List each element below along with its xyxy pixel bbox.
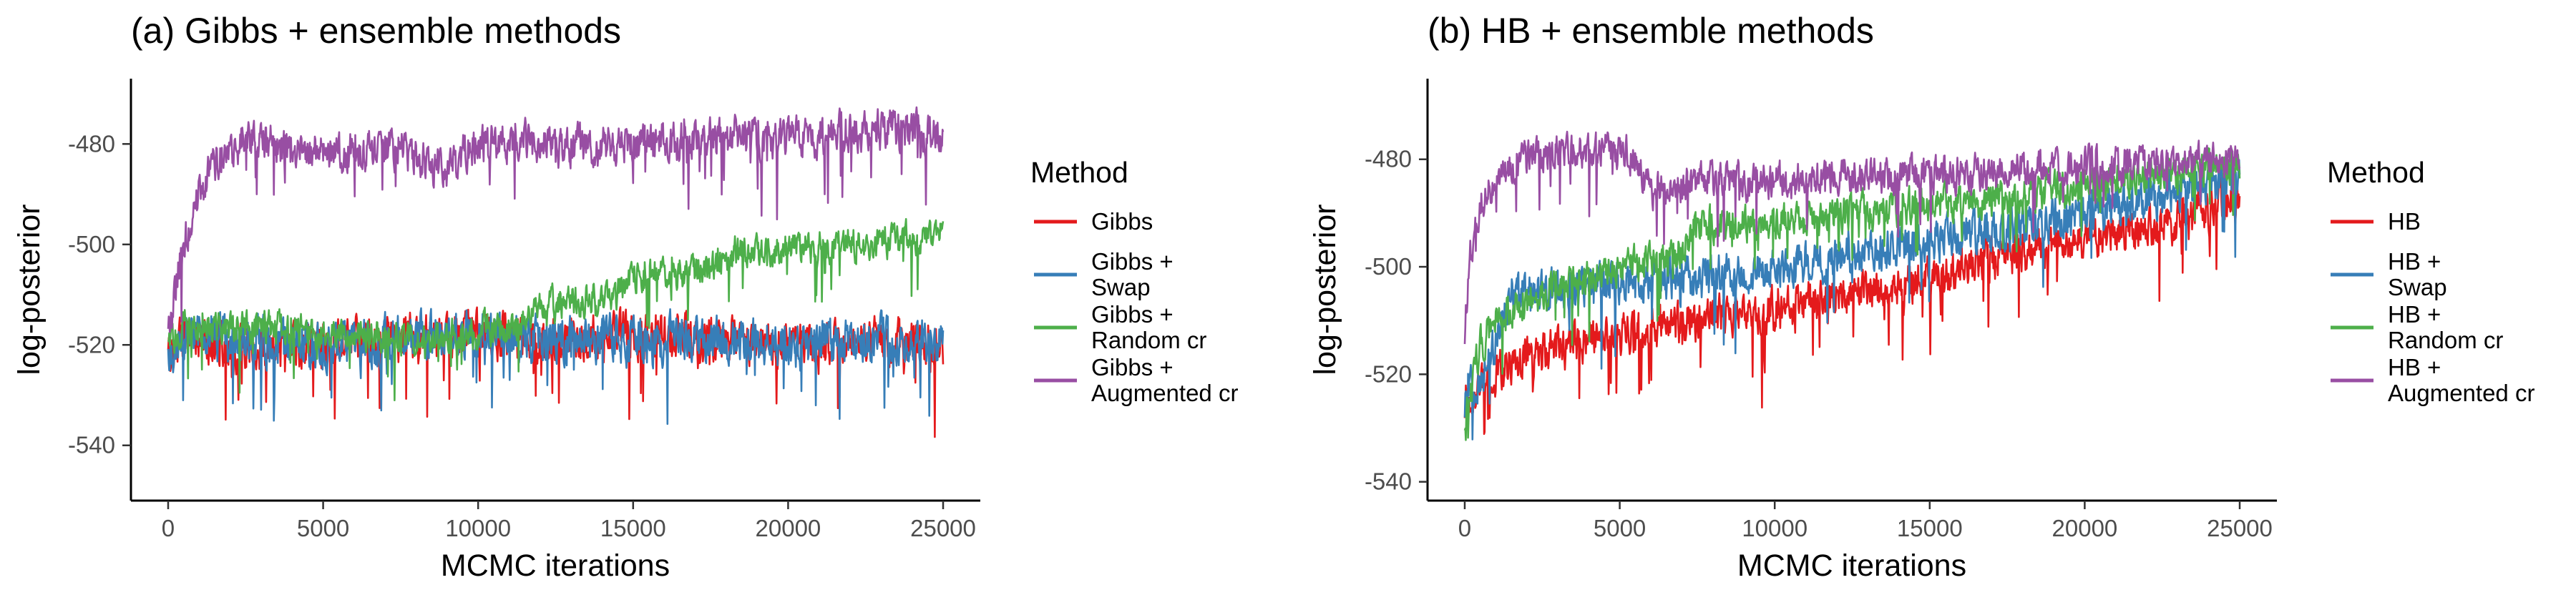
panel-b-y-tick-label: -480 <box>1365 146 1412 172</box>
panel-b-ticks: 0 5000 10000 15000 20000 25000 -540 -520 -500 -48… <box>1365 146 2273 541</box>
panel-b-y-tick-label: -540 <box>1365 468 1412 495</box>
panel-a-y-tick-label: -480 <box>68 130 115 157</box>
panel-a-series-line-3 <box>167 217 945 401</box>
panel-a-x-tick-label: 0 <box>162 515 175 541</box>
panel-b-y-title: log-posterior <box>1308 205 1342 375</box>
panel-b-x-title: MCMC iterations <box>1737 549 1966 583</box>
panel-b-series-line-2 <box>1463 159 2241 441</box>
panel-a-y-tick-label: -520 <box>68 331 115 358</box>
panel-a-lines <box>167 106 945 438</box>
panel-b-lines <box>1463 130 2241 441</box>
panel-a-x-tick-label: 10000 <box>445 515 511 541</box>
panel-a-legend-title: Method <box>1030 156 1128 189</box>
panel-a-legend-label-4: Gibbs + Augmented cr <box>1091 354 1238 406</box>
panel-b-series-line-1 <box>1463 177 2241 436</box>
panel-b-legend-label-3: HB + Random cr <box>2388 301 2503 353</box>
panel-a-x-title: MCMC iterations <box>441 549 670 583</box>
panel-b-x-tick-label: 20000 <box>2052 515 2118 541</box>
panel-a-y-tick-label: -540 <box>68 432 115 458</box>
panel-a-legend-label-3: Gibbs + Random cr <box>1091 301 1206 353</box>
panel-b: (b) HB + ensemble methods 0 5000 10000 1500… <box>1308 11 2534 583</box>
panel-a-title: (a) Gibbs + ensemble methods <box>131 11 621 51</box>
panel-a: (a) Gibbs + ensemble methods 0 5000 10000 1… <box>12 11 1238 583</box>
panel-b-legend-label-1: HB <box>2388 208 2421 235</box>
panel-b-series-line-4 <box>1463 130 2241 345</box>
panel-a-x-tick-label: 5000 <box>297 515 349 541</box>
panel-b-x-tick-label: 15000 <box>1897 515 1963 541</box>
panel-b-series-line-3 <box>1463 146 2241 441</box>
panel-b-title: (b) HB + ensemble methods <box>1428 11 1874 51</box>
panel-b-y-tick-label: -500 <box>1365 253 1412 280</box>
panel-a-y-tick-label: -500 <box>68 231 115 257</box>
panel-b-x-tick-label: 25000 <box>2207 515 2273 541</box>
panel-a-x-tick-label: 25000 <box>910 515 976 541</box>
panel-b-legend-label-4: HB + Augmented cr <box>2388 354 2534 406</box>
panel-a-series-line-2 <box>167 307 945 426</box>
panel-a-series-line-4 <box>167 106 945 333</box>
panel-a-ticks: 0 5000 10000 15000 20000 25000 -540 -520 -500 -48… <box>68 130 976 541</box>
panel-a-x-tick-label: 15000 <box>600 515 666 541</box>
panel-a-x-tick-label: 20000 <box>756 515 821 541</box>
panel-a-legend-label-1: Gibbs <box>1091 208 1153 235</box>
panel-a-legend-label-2: Gibbs + Swap <box>1091 248 1174 300</box>
panel-b-x-tick-label: 5000 <box>1594 515 1646 541</box>
panel-b-legend-title: Method <box>2327 156 2425 189</box>
panel-b-legend-label-2: HB + Swap <box>2388 248 2447 300</box>
panel-b-x-tick-label: 0 <box>1458 515 1471 541</box>
panel-b-y-tick-label: -520 <box>1365 360 1412 387</box>
panel-b-x-tick-label: 10000 <box>1742 515 1807 541</box>
panel-a-y-title: log-posterior <box>12 205 47 375</box>
